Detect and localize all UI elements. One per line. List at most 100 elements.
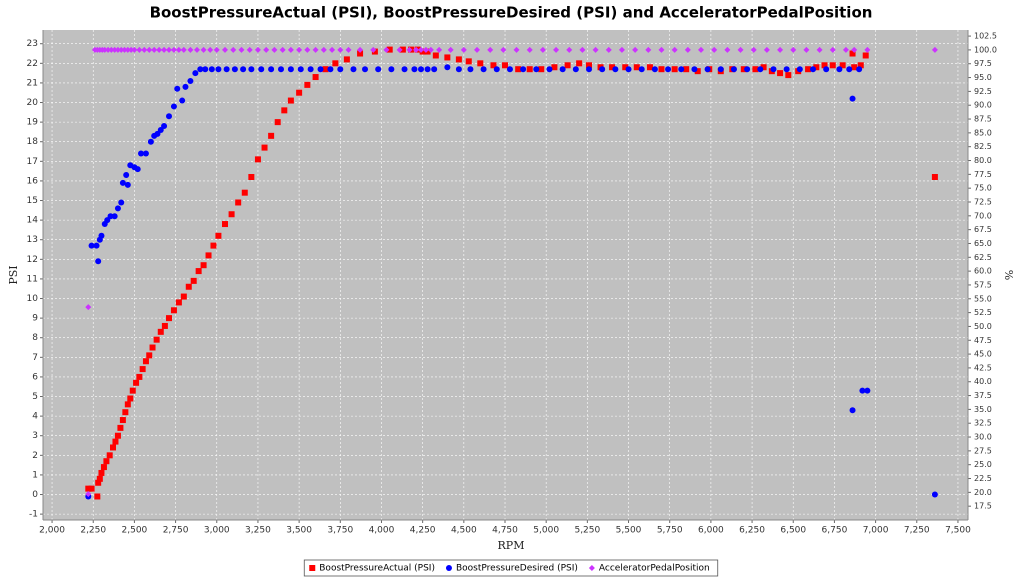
data-point <box>122 409 129 416</box>
data-point <box>396 46 403 53</box>
data-point <box>304 46 311 53</box>
data-point <box>399 46 406 53</box>
y-tick-label: 14 <box>27 216 39 226</box>
y-tick-label: 4 <box>32 412 38 422</box>
legend-item: BoostPressureActual (PSI) <box>309 564 435 574</box>
data-point <box>857 62 864 69</box>
data-point <box>658 66 665 73</box>
y-tick-label: 16 <box>27 176 39 186</box>
data-point <box>553 46 560 53</box>
data-point <box>88 242 95 249</box>
y-tick-label: 10 <box>27 294 39 304</box>
data-point <box>101 46 108 53</box>
data-point <box>526 46 533 53</box>
data-point <box>592 46 599 53</box>
y-tick-label: 3 <box>32 431 38 441</box>
data-point <box>279 46 286 53</box>
y2-tick-label: 72.5 <box>974 197 992 206</box>
plot-area <box>43 30 968 520</box>
data-point <box>231 66 238 73</box>
data-point <box>207 46 214 53</box>
x-tick-label: 2,500 <box>122 526 148 536</box>
data-point <box>431 66 438 73</box>
data-point <box>487 46 494 53</box>
data-point <box>94 493 101 500</box>
data-point <box>119 179 126 186</box>
data-point <box>123 172 130 179</box>
data-point <box>157 328 164 335</box>
data-point <box>134 166 141 173</box>
data-point <box>345 46 352 53</box>
y2-tick-label: 17.5 <box>974 502 992 511</box>
x-tick-label: 3,750 <box>327 526 353 536</box>
data-point <box>210 242 217 249</box>
y-tick-label: 18 <box>27 137 39 147</box>
data-point <box>502 62 509 69</box>
data-point <box>106 452 113 459</box>
data-point <box>849 95 856 102</box>
data-point <box>375 66 382 73</box>
data-point <box>222 221 229 228</box>
data-point <box>208 66 215 73</box>
data-point <box>455 66 462 73</box>
data-point <box>304 81 311 88</box>
data-point <box>187 46 194 53</box>
x-tick-label: 5,750 <box>657 526 683 536</box>
x-tick-label: 4,250 <box>410 526 436 536</box>
data-point <box>93 242 100 249</box>
y-tick-label: 8 <box>32 333 38 343</box>
data-point <box>785 72 792 79</box>
y2-tick-label: 52.5 <box>974 308 992 317</box>
data-point <box>95 479 102 486</box>
data-point <box>777 46 784 53</box>
data-point <box>678 66 685 73</box>
data-point <box>121 46 128 53</box>
y2-tick-label: 30.0 <box>974 433 992 442</box>
data-point <box>829 62 836 69</box>
data-point <box>526 66 533 73</box>
data-point <box>343 56 350 63</box>
data-point <box>200 46 207 53</box>
data-point <box>124 46 131 53</box>
data-point <box>153 336 160 343</box>
data-point <box>931 491 938 498</box>
data-point <box>538 66 545 73</box>
data-point <box>605 46 612 53</box>
data-point <box>931 174 938 180</box>
y2-tick-label: 57.5 <box>974 280 992 289</box>
y2-tick-label: 47.5 <box>974 336 992 345</box>
data-point <box>190 277 197 284</box>
data-point <box>842 46 849 53</box>
y2-tick-label: 85.0 <box>974 128 992 137</box>
data-point <box>157 126 164 133</box>
data-point <box>111 46 118 53</box>
data-point <box>694 68 701 75</box>
data-point <box>646 64 653 71</box>
x-tick-label: 6,750 <box>822 526 848 536</box>
data-point <box>849 407 856 414</box>
y2-tick-label: 35.0 <box>974 405 992 414</box>
data-point <box>141 46 148 53</box>
data-point <box>829 46 836 53</box>
data-point <box>576 60 583 67</box>
data-point <box>500 46 507 53</box>
data-point <box>455 56 462 63</box>
data-point <box>213 46 220 53</box>
data-point <box>803 46 810 53</box>
data-point <box>632 46 639 53</box>
y2-tick-label: 62.5 <box>974 253 992 262</box>
legend-marker <box>588 565 595 571</box>
data-point <box>432 52 439 59</box>
data-point <box>182 83 189 90</box>
data-point <box>215 232 222 239</box>
data-point <box>805 66 812 73</box>
data-point <box>436 46 443 53</box>
data-point <box>118 46 125 53</box>
data-point <box>564 62 571 69</box>
y-tick-label: -1 <box>29 510 38 520</box>
y2-tick-label: 42.5 <box>974 363 992 372</box>
y2-axis-label: % <box>1002 270 1015 280</box>
y-tick-label: 21 <box>27 78 38 88</box>
y-tick-label: 15 <box>27 196 38 206</box>
data-point <box>337 46 344 53</box>
